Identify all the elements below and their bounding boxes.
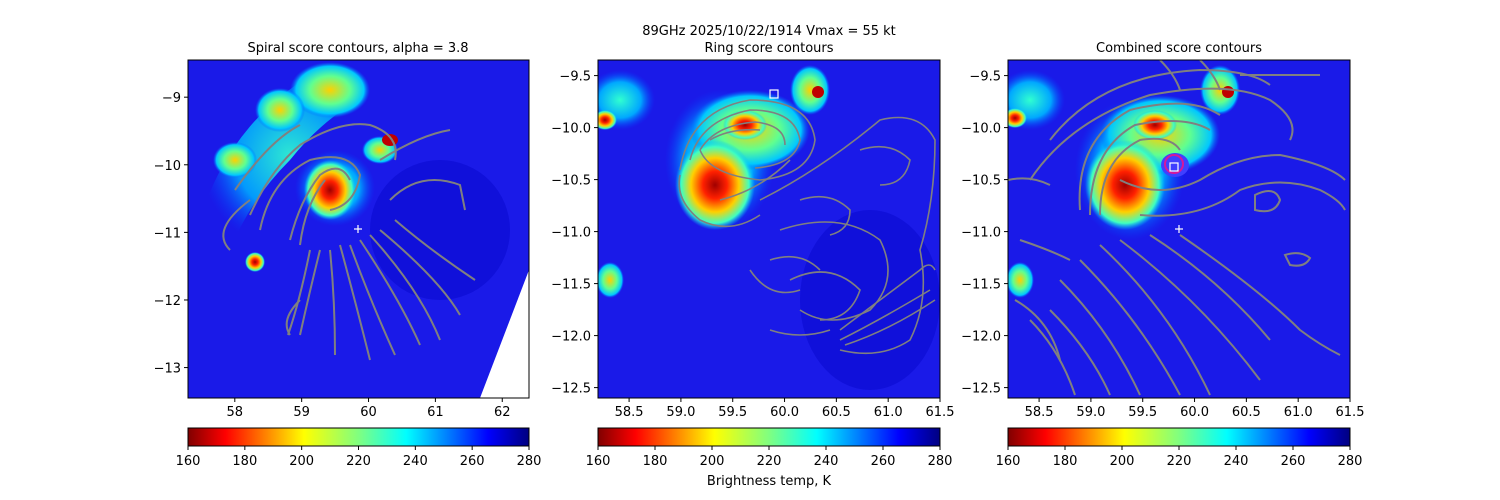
- x-tick-label: 59: [293, 405, 310, 420]
- colorbar-tick-label: 280: [928, 454, 953, 469]
- colorbar-tick-label: 240: [403, 454, 428, 469]
- x-tick-label: 60: [360, 405, 377, 420]
- panel-spiral: Spiral score contours, alpha = 3.8: [154, 41, 530, 420]
- colorbar-tick-label: 220: [346, 454, 371, 469]
- x-tick-label: 60.5: [822, 405, 851, 420]
- y-tick-label: −10.0: [551, 122, 591, 137]
- colorbar-tick-label: 240: [1224, 454, 1249, 469]
- colorbar-tick-label: 220: [757, 454, 782, 469]
- colorbar-2: 160 180 200 220 240 260 280 Brightness temp, K: [586, 427, 953, 489]
- colorbar-tick-label: 180: [643, 454, 668, 469]
- y-tick-label: −11: [154, 226, 181, 241]
- y-tick-label: −10.5: [551, 174, 591, 189]
- x-tick-label: 59.5: [1128, 405, 1157, 420]
- x-tick-label: 58: [227, 405, 244, 420]
- colorbar-tick-label: 260: [460, 454, 485, 469]
- x-axis: 58.5 59.0 59.5 60.0 60.5 61.0 61.5: [615, 398, 955, 420]
- y-axis: −9 −10 −11 −12 −13: [154, 91, 188, 377]
- colorbar-label: Brightness temp, K: [707, 474, 832, 489]
- x-tick-label: 60.0: [770, 405, 799, 420]
- colorbar-tick-label: 280: [517, 454, 542, 469]
- x-tick-label: 59.0: [666, 405, 695, 420]
- y-tick-label: −11.0: [551, 226, 591, 241]
- y-tick-label: −10: [154, 159, 181, 174]
- colorbar-tick-label: 280: [1338, 454, 1363, 469]
- x-axis: 58.5 59.0 59.5 60.0 60.5 61.0 61.5: [1025, 398, 1365, 420]
- y-tick-label: −9.5: [969, 70, 1001, 85]
- x-axis: 58 59 60 61 62: [227, 398, 511, 420]
- y-tick-label: −11.5: [961, 278, 1001, 293]
- figure-suptitle: 89GHz 2025/10/22/1914 Vmax = 55 kt: [642, 24, 896, 39]
- x-tick-label: 58.5: [1025, 405, 1054, 420]
- y-tick-label: −13: [154, 362, 181, 377]
- y-tick-label: −9.5: [559, 70, 591, 85]
- colorbar-tick-label: 180: [232, 454, 257, 469]
- y-tick-label: −10.0: [961, 122, 1001, 137]
- colorbar-tick-label: 180: [1053, 454, 1078, 469]
- y-axis: −9.5 −10.0 −10.5 −11.0 −11.5 −12.0 −12.5: [961, 70, 1008, 397]
- y-tick-label: −11.0: [961, 226, 1001, 241]
- colorbar-tick-label: 200: [700, 454, 725, 469]
- x-tick-label: 61: [427, 405, 444, 420]
- heatmap-image: [188, 60, 529, 398]
- panel-ring: Ring score contours: [551, 41, 954, 420]
- y-tick-label: −12.5: [551, 382, 591, 397]
- y-tick-label: −12.0: [961, 330, 1001, 345]
- colorbar-tick-label: 160: [176, 454, 201, 469]
- colorbar-tick-label: 260: [1281, 454, 1306, 469]
- colorbar-tick-label: 260: [871, 454, 896, 469]
- y-tick-label: −10.5: [961, 174, 1001, 189]
- x-tick-label: 58.5: [615, 405, 644, 420]
- contour-lines: [222, 123, 476, 361]
- x-tick-label: 61.5: [1336, 405, 1365, 420]
- colorbar-3: 160 180 200 220 240 260 280: [996, 427, 1363, 469]
- y-axis: −9.5 −10.0 −10.5 −11.0 −11.5 −12.0 −12.5: [551, 70, 598, 397]
- colorbar-tick-label: 160: [586, 454, 611, 469]
- colorbar-tick-label: 220: [1167, 454, 1192, 469]
- x-tick-label: 59.5: [718, 405, 747, 420]
- marker-square: [1169, 162, 1179, 172]
- y-tick-label: −9: [162, 91, 181, 106]
- y-tick-label: −12.5: [961, 382, 1001, 397]
- colorbar-tick-label: 200: [289, 454, 314, 469]
- y-tick-label: −12.0: [551, 330, 591, 345]
- panel-title: Spiral score contours, alpha = 3.8: [247, 41, 468, 56]
- colorbar-tick-label: 160: [996, 454, 1021, 469]
- y-tick-label: −11.5: [551, 278, 591, 293]
- x-tick-label: 62: [494, 405, 511, 420]
- x-tick-label: 60.0: [1180, 405, 1209, 420]
- contour-lines: [1008, 60, 1346, 396]
- x-tick-label: 60.5: [1232, 405, 1261, 420]
- panel-title: Ring score contours: [704, 41, 833, 56]
- x-tick-label: 61.5: [926, 405, 955, 420]
- panel-title: Combined score contours: [1096, 41, 1262, 56]
- x-tick-label: 61.0: [1284, 405, 1313, 420]
- colorbar-tick-label: 200: [1110, 454, 1135, 469]
- x-tick-label: 59.0: [1076, 405, 1105, 420]
- marker-plus: [354, 225, 362, 233]
- y-tick-label: −12: [154, 294, 181, 309]
- panel-combined: Combined score contours: [961, 41, 1364, 420]
- marker-plus: [1175, 225, 1183, 233]
- colorbar-tick-label: 240: [814, 454, 839, 469]
- x-tick-label: 61.0: [874, 405, 903, 420]
- heatmap-image: [1008, 60, 1350, 398]
- contour-lines: [678, 99, 936, 355]
- marker-square: [769, 89, 779, 99]
- colorbar-1: 160 180 200 220 240 260 280: [176, 427, 542, 469]
- marker-circle: [1164, 154, 1184, 174]
